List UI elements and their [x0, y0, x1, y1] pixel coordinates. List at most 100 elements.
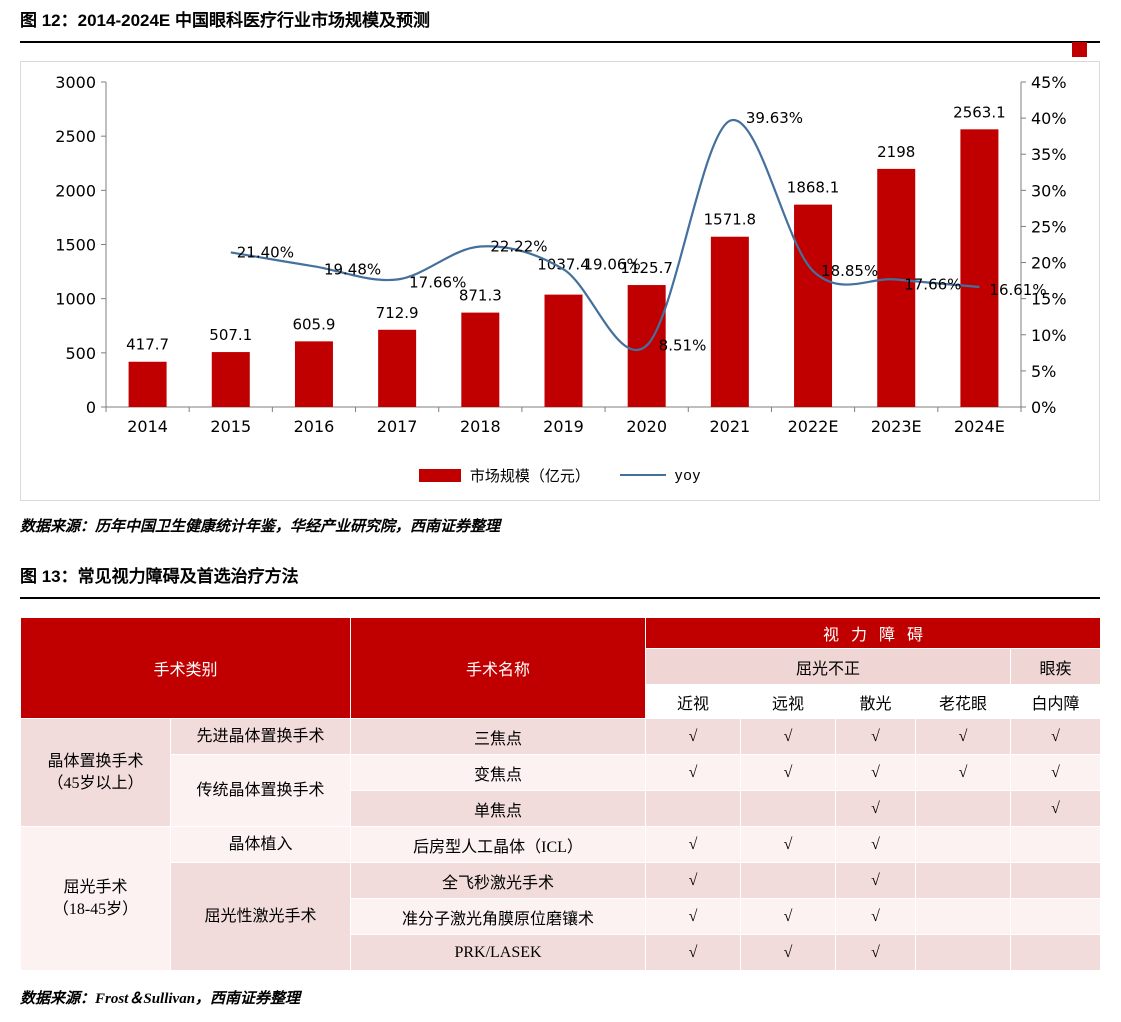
left-axis-tick-label: 2000 — [55, 181, 96, 200]
header-surgery-name: 手术名称 — [350, 617, 647, 719]
check-myopia: √ — [645, 862, 742, 899]
yoy-value-label: 8.51% — [659, 337, 707, 355]
check-myopia: √ — [645, 826, 742, 863]
bar-value-label: 605.9 — [292, 315, 335, 333]
check-myopia: √ — [645, 718, 742, 755]
check-presbyopia — [915, 934, 1012, 971]
left-axis-tick-label: 3000 — [55, 73, 96, 92]
x-axis-label: 2024E — [954, 417, 1005, 436]
surgery-name: 三焦点 — [350, 718, 647, 755]
bar-value-label: 712.9 — [376, 304, 419, 322]
header-myopia: 近视 — [645, 684, 742, 719]
check-presbyopia: √ — [915, 754, 1012, 791]
header-surgery-category: 手术类别 — [19, 617, 352, 719]
right-axis-tick-label: 35% — [1031, 145, 1067, 164]
check-astigmatism: √ — [835, 898, 917, 935]
check-presbyopia — [915, 898, 1012, 935]
check-hyperopia — [740, 862, 837, 899]
yoy-value-label: 17.66% — [409, 273, 466, 291]
check-cataract — [1010, 862, 1102, 899]
table-row-smile-laser: 屈光性激光手术 全飞秒激光手术 √ √ — [21, 862, 1102, 971]
surgery-name: 全飞秒激光手术 — [350, 862, 647, 899]
yoy-value-label: 22.22% — [490, 238, 547, 256]
x-axis-label: 2018 — [460, 417, 501, 436]
header-cataract: 白内障 — [1010, 684, 1102, 719]
check-myopia: √ — [645, 898, 742, 935]
x-axis-label: 2016 — [294, 417, 335, 436]
left-axis-tick-label: 2500 — [55, 127, 96, 146]
legend-bar-label: 市场规模（亿元） — [469, 467, 590, 485]
table-row-lasik: 准分子激光角膜原位磨镶术 √ √ √ — [21, 898, 1102, 935]
right-axis-tick-label: 5% — [1031, 362, 1056, 381]
figure13-title: 图 13：常见视力障碍及首选治疗方法 — [20, 566, 1100, 599]
yoy-value-label: 19.06% — [584, 255, 641, 273]
bar-value-label: 1868.1 — [787, 179, 840, 197]
right-axis-tick-label: 10% — [1031, 326, 1067, 345]
figure12-title: 图 12：2014-2024E 中国眼科医疗行业市场规模及预测 — [20, 10, 1100, 43]
yoy-value-label: 18.85% — [821, 262, 878, 280]
bar-2019 — [544, 294, 583, 407]
right-axis-tick-label: 45% — [1031, 73, 1067, 92]
table-row-varifocal: 传统晶体置换手术 变焦点 √ √ √ √ √ — [21, 754, 1102, 827]
left-axis-tick-label: 500 — [65, 344, 96, 363]
x-axis-label: 2014 — [127, 417, 168, 436]
bar-value-label: 1125.7 — [620, 259, 673, 277]
check-cataract: √ — [1010, 718, 1102, 755]
figure13-title-text: 图 13：常见视力障碍及首选治疗方法 — [20, 567, 299, 586]
check-astigmatism: √ — [835, 790, 917, 827]
right-axis-tick-label: 40% — [1031, 109, 1067, 128]
x-axis-label: 2022E — [788, 417, 839, 436]
bar-2018 — [461, 312, 500, 407]
bar-2022E — [794, 204, 833, 407]
yoy-value-label: 17.66% — [904, 275, 961, 293]
check-cataract — [1010, 826, 1102, 863]
header-presbyopia: 老花眼 — [915, 684, 1012, 719]
x-axis-label: 2019 — [543, 417, 584, 436]
check-hyperopia: √ — [740, 934, 837, 971]
right-axis-tick-label: 30% — [1031, 181, 1067, 200]
yoy-value-label: 16.61% — [989, 281, 1046, 299]
red-decoration-square — [1072, 42, 1087, 57]
yoy-value-label: 19.48% — [324, 260, 381, 278]
legend-item-market-size: 市场规模（亿元） — [418, 465, 590, 486]
check-presbyopia: √ — [915, 718, 1012, 755]
check-myopia — [645, 790, 742, 827]
surgery-name: 单焦点 — [350, 790, 647, 827]
check-myopia: √ — [645, 754, 742, 791]
check-hyperopia: √ — [740, 718, 837, 755]
yoy-value-label: 21.40% — [237, 243, 294, 261]
left-axis-tick-label: 1000 — [55, 290, 96, 309]
group-lens-replacement: 晶体置换手术 （45岁以上） — [20, 718, 171, 827]
chart-legend: 市场规模（亿元） yoy — [21, 452, 1099, 498]
figure13-source: 数据来源：Frost＆Sullivan，西南证券整理 — [20, 991, 301, 1007]
header-hyperopia: 远视 — [740, 684, 837, 719]
check-hyperopia: √ — [740, 826, 837, 863]
bar-value-label: 871.3 — [459, 287, 502, 305]
bar-value-label: 507.1 — [209, 326, 252, 344]
subgroup-lens-implant: 晶体植入 — [169, 826, 352, 863]
check-astigmatism: √ — [835, 754, 917, 791]
legend-yoy-label: yoy — [674, 466, 702, 484]
x-axis-label: 2017 — [377, 417, 418, 436]
check-hyperopia: √ — [740, 754, 837, 791]
bar-2023E — [877, 168, 916, 407]
bar-value-label: 417.7 — [126, 336, 169, 354]
header-vision-impairment: 视力障碍 — [645, 617, 1102, 649]
bar-value-label: 2563.1 — [953, 103, 1006, 121]
surgery-name: 后房型人工晶体（ICL） — [350, 826, 647, 863]
group-refractive-surgery: 屈光手术 （18-45岁） — [20, 826, 171, 971]
market-size-chart-canvas: 0 500 1000 1500 2000 2500 3000 0% 5% 10% 15% 20% 25%… — [55, 73, 1067, 436]
bar-2017 — [378, 329, 417, 407]
left-axis-tick-label: 0 — [86, 398, 96, 417]
legend-bar-swatch-icon — [418, 468, 461, 482]
bar-2014 — [128, 361, 167, 407]
bar-2015 — [211, 352, 250, 407]
right-axis-tick-label: 20% — [1031, 254, 1067, 273]
check-myopia: √ — [645, 934, 742, 971]
header-eye-disease: 眼疾 — [1010, 648, 1102, 685]
check-astigmatism: √ — [835, 862, 917, 899]
figure12-title-text: 图 12：2014-2024E 中国眼科医疗行业市场规模及预测 — [20, 11, 430, 30]
table-row-icl: 屈光手术 （18-45岁） 晶体植入 后房型人工晶体（ICL） √ √ √ — [20, 826, 1102, 971]
right-axis-tick-label: 15% — [1031, 290, 1067, 309]
legend-item-yoy: yoy — [619, 466, 702, 484]
